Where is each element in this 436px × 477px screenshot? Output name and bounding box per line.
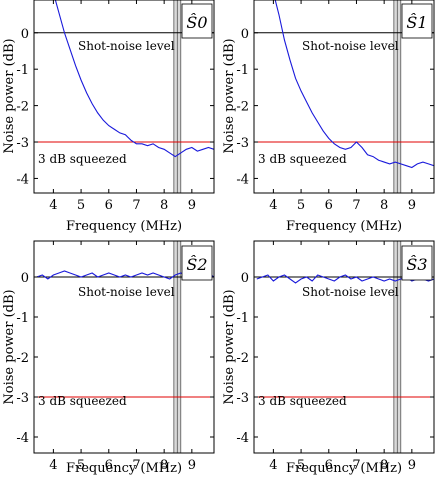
panel-s1-xtick-label: 8 <box>380 198 388 213</box>
panel-s2: 4 5 6 7 8 9 0 -1 -2 -3 -4 Ŝ2 Shot-noise level 3 dB… <box>2 240 215 476</box>
panel-s1-xlabel: Frequency (MHz) <box>286 219 402 234</box>
panel-s0-series <box>54 0 214 158</box>
panel-s1-xtick-label: 4 <box>269 198 277 213</box>
panel-s3-label-box <box>401 245 433 281</box>
panel-s2-xtick-label: 9 <box>188 458 196 473</box>
panel-s0-xtick-label: 7 <box>132 198 140 213</box>
panel-s0-label-box <box>181 3 213 39</box>
panel-s2-ytick-label: -2 <box>16 351 29 366</box>
panel-s0-ytick-label: 0 <box>21 27 29 42</box>
panel-s2-label-box <box>181 245 213 281</box>
panel-s3-shotnoise-label: Shot-noise level <box>302 285 399 299</box>
panel-s3-xtick-label: 4 <box>269 458 277 473</box>
panel-s3-band <box>393 240 402 454</box>
panel-s1-ylabel: Noise power (dB) <box>222 38 237 153</box>
panel-s1-ytick-label: -3 <box>236 136 249 151</box>
panel-s0-ticks: 4 5 6 7 8 9 0 -1 -2 -3 -4 <box>16 0 214 213</box>
panel-s0-xtick-label: 8 <box>160 198 168 213</box>
panel-s0-axes-box <box>33 0 215 194</box>
panel-s0-xtick-label: 4 <box>49 198 57 213</box>
panel-s3-ytick-label: -3 <box>236 391 249 406</box>
panel-s3-ytick-label: 0 <box>241 271 249 286</box>
panel-s1-ticks: 4 5 6 7 8 9 0 -1 -2 -3 -4 <box>236 0 434 213</box>
panel-s0-ytick-label: -3 <box>16 136 29 151</box>
panel-s2-ticks: 4 5 6 7 8 9 0 -1 -2 -3 -4 <box>16 241 214 473</box>
panel-s0-shotnoise-label: Shot-noise level <box>78 39 175 53</box>
panel-s0-ytick-label: -1 <box>16 63 29 78</box>
panel-s2-ylabel: Noise power (dB) <box>2 289 17 404</box>
panel-s3-xtick-label: 8 <box>380 458 388 473</box>
panel-s3-xtick-label: 9 <box>408 458 416 473</box>
panel-s2-axes-box <box>33 240 215 454</box>
panel-s3-ylabel: Noise power (dB) <box>222 289 237 404</box>
panel-s1-shotnoise-label: Shot-noise level <box>302 39 399 53</box>
panel-s3: 4 5 6 7 8 9 0 -1 -2 -3 -4 Ŝ3 Shot-noise level 3 dB… <box>222 240 435 476</box>
panel-s3-xtick-label: 7 <box>352 458 360 473</box>
panel-s3-xtick-label: 5 <box>297 458 305 473</box>
panel-s0-xtick-label: 9 <box>188 198 196 213</box>
panel-s0-band <box>173 0 182 194</box>
panel-s0-series-line <box>54 0 214 158</box>
panel-s0-squeezed-label: 3 dB squeezed <box>38 152 127 166</box>
panel-s1-axes-box <box>253 0 435 194</box>
panel-s2-ytick-label: -3 <box>16 391 29 406</box>
panel-s0-xlabel: Frequency (MHz) <box>66 219 182 234</box>
panel-s2-ytick-label: -4 <box>16 431 29 446</box>
panel-s3-xlabel: Frequency (MHz) <box>286 461 402 476</box>
panel-s0-xtick-label: 6 <box>105 198 113 213</box>
panel-s1-ytick-label: -2 <box>236 100 249 115</box>
panel-s2-xtick-label: 4 <box>49 458 57 473</box>
panel-s0-ytick-label: -4 <box>16 172 29 187</box>
panel-s1-xtick-label: 7 <box>352 198 360 213</box>
panel-s0-label: Ŝ0 <box>186 12 207 32</box>
panel-s3-xtick-label: 6 <box>325 458 333 473</box>
panel-s1-ytick-label: 0 <box>241 27 249 42</box>
panel-s2-xlabel: Frequency (MHz) <box>66 461 182 476</box>
panel-s3-ytick-label: -1 <box>236 311 249 326</box>
panel-s2-squeezed-label: 3 dB squeezed <box>38 394 127 408</box>
panel-s1-label-box <box>401 3 433 39</box>
panel-s1-xtick-label: 5 <box>297 198 305 213</box>
panel-s3-ytick-label: -2 <box>236 351 249 366</box>
panel-s0-xtick-label: 5 <box>77 198 85 213</box>
panel-s0-ytick-label: -2 <box>16 100 29 115</box>
panel-s2-label: Ŝ2 <box>186 254 207 274</box>
panel-s3-squeezed-label: 3 dB squeezed <box>258 394 347 408</box>
panel-s1: 4 5 6 7 8 9 0 -1 -2 -3 -4 Ŝ1 Shot-noise level 3 dB… <box>222 0 435 234</box>
panel-s1-xtick-label: 9 <box>408 198 416 213</box>
panel-s1-squeezed-label: 3 dB squeezed <box>258 152 347 166</box>
panel-s0-ylabel: Noise power (dB) <box>2 38 17 153</box>
panel-s2-shotnoise-label: Shot-noise level <box>78 285 175 299</box>
panel-s2-xtick-label: 8 <box>160 458 168 473</box>
panel-s3-label: Ŝ3 <box>406 254 427 274</box>
panel-s1-series <box>274 0 434 169</box>
panel-s2-xtick-label: 7 <box>132 458 140 473</box>
panel-s0: 4 5 6 7 8 9 0 -1 -2 -3 -4 Ŝ0 Shot-noise level 3 dB… <box>2 0 215 234</box>
panel-s1-label: Ŝ1 <box>406 12 427 32</box>
panel-s2-xtick-label: 6 <box>105 458 113 473</box>
panel-s3-axes-box <box>253 240 435 454</box>
panel-s1-ytick-label: -1 <box>236 63 249 78</box>
panel-s1-series-line <box>274 0 434 169</box>
panel-s2-ytick-label: -1 <box>16 311 29 326</box>
panel-s2-xtick-label: 5 <box>77 458 85 473</box>
panel-s2-ytick-label: 0 <box>21 271 29 286</box>
panel-s3-ytick-label: -4 <box>236 431 249 446</box>
panel-s1-ytick-label: -4 <box>236 172 249 187</box>
panel-s1-xtick-label: 6 <box>325 198 333 213</box>
